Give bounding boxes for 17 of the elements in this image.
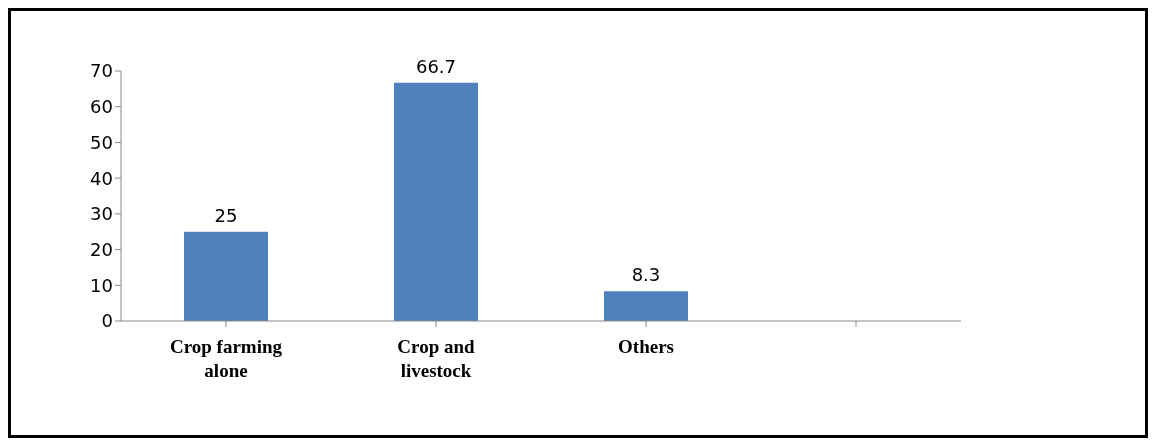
x-tick-label: Others (618, 336, 674, 357)
y-tick-label: 20 (90, 238, 113, 260)
bar (394, 82, 478, 321)
data-label: 25 (214, 204, 238, 226)
y-tick-label: 30 (90, 203, 113, 225)
y-tick-label: 60 (90, 96, 113, 118)
y-tick-label: 50 (90, 131, 113, 153)
y-tick-label: 10 (90, 274, 113, 296)
x-tick-label: Crop farming alone (169, 336, 283, 381)
y-tick-label: 40 (90, 167, 113, 189)
bar (184, 231, 268, 321)
y-tick-label: 70 (90, 60, 113, 82)
y-tick-label: 0 (101, 310, 113, 332)
x-tick-label: Crop and livestock (397, 336, 476, 381)
data-label: 66.7 (415, 55, 457, 77)
bar (604, 291, 688, 321)
data-label: 8.3 (631, 264, 661, 286)
